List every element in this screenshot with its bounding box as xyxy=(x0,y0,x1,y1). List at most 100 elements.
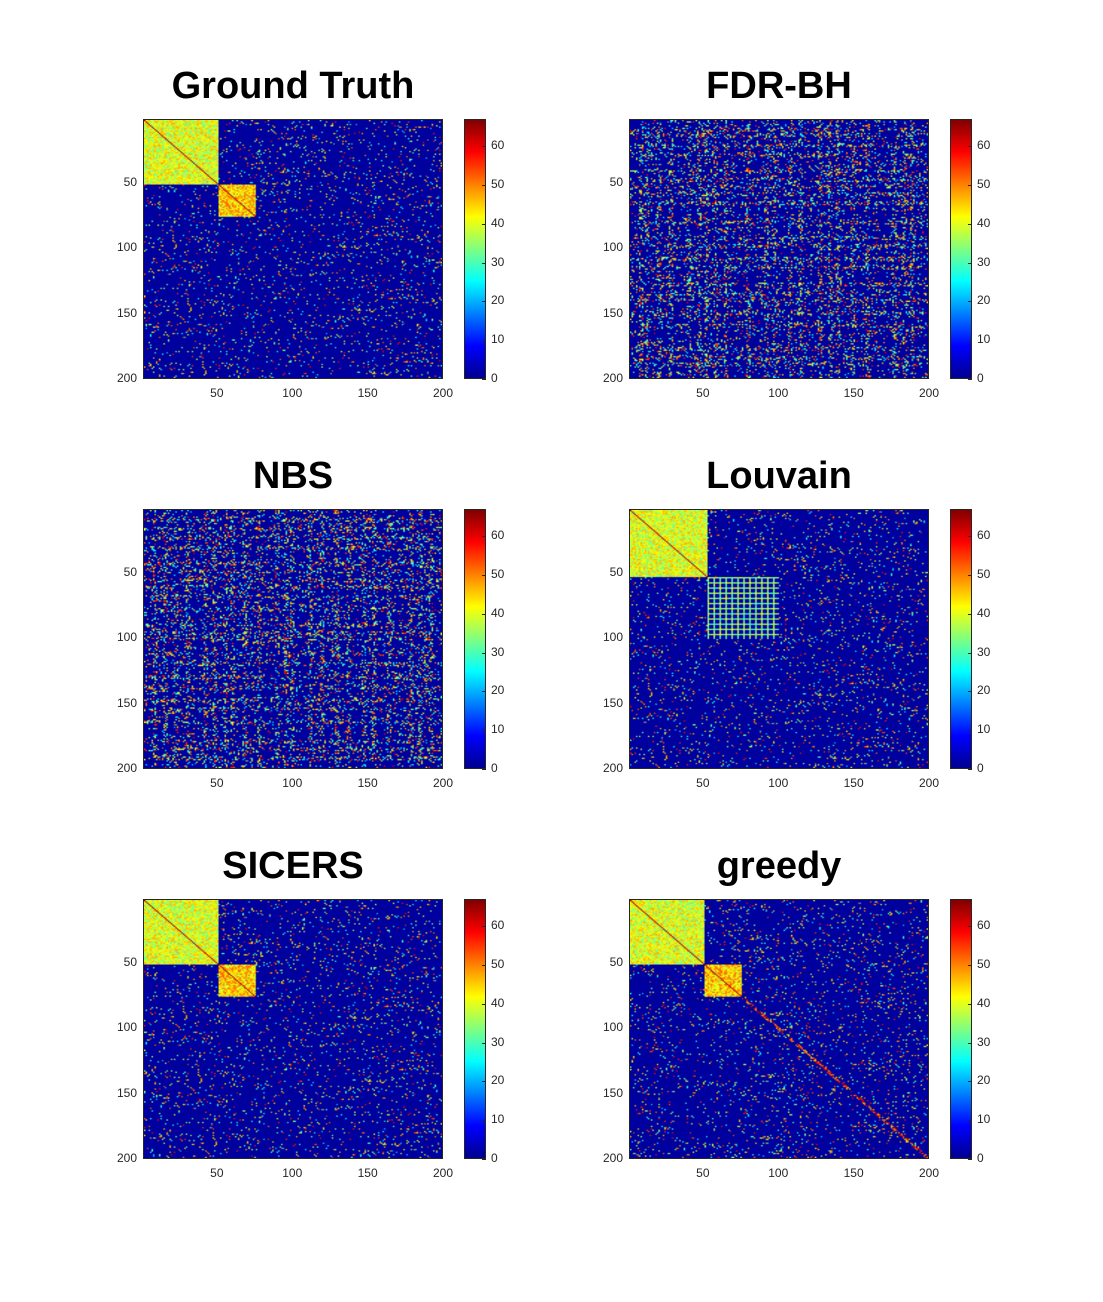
colorbar-tick xyxy=(482,223,486,225)
panel-title: FDR-BH xyxy=(706,65,852,107)
y-tick-label: 150 xyxy=(602,695,623,710)
x-tick-label: 200 xyxy=(432,386,454,400)
colorbar-tick xyxy=(968,1003,972,1005)
colorbar-tick-label: 20 xyxy=(491,1073,505,1088)
y-tick-label: 50 xyxy=(123,565,137,580)
colorbar-tick xyxy=(482,340,486,342)
x-tick-label: 50 xyxy=(210,776,224,790)
colorbar-tick xyxy=(968,340,972,342)
colorbar-tick xyxy=(968,301,972,303)
x-tick-label: 200 xyxy=(432,1166,454,1180)
x-tick-label: 100 xyxy=(282,386,303,400)
y-tick-label: 100 xyxy=(116,630,137,645)
colorbar-tick xyxy=(482,613,486,615)
heatmap-canvas xyxy=(144,510,442,768)
y-tick-label: 50 xyxy=(609,565,623,580)
heatmap-plot xyxy=(143,119,443,379)
colorbar-tick xyxy=(482,1159,486,1160)
colorbar-tick xyxy=(968,1120,972,1122)
colorbar-tick xyxy=(968,574,972,576)
x-tick-label: 200 xyxy=(918,1166,940,1180)
x-tick-label: 100 xyxy=(768,386,789,400)
colorbar-tick-label: 10 xyxy=(491,1112,505,1127)
colorbar-tick xyxy=(968,926,972,928)
y-tick-label: 50 xyxy=(123,175,137,190)
x-tick-label: 50 xyxy=(210,386,224,400)
colorbar-tick-label: 40 xyxy=(491,215,505,230)
x-tick-label: 50 xyxy=(696,776,710,790)
x-tick-label: 150 xyxy=(357,1166,378,1180)
colorbar-tick xyxy=(482,184,486,186)
x-tick-label: 50 xyxy=(696,1166,710,1180)
colorbar xyxy=(464,899,486,1159)
colorbar-tick xyxy=(482,1120,486,1122)
y-tick-label: 150 xyxy=(602,1085,623,1100)
y-tick-label: 100 xyxy=(602,630,623,645)
panel-title: SICERS xyxy=(222,845,364,887)
heatmap-canvas xyxy=(630,900,928,1158)
colorbar-tick xyxy=(482,574,486,576)
colorbar-tick xyxy=(968,652,972,654)
colorbar-tick-label: 0 xyxy=(977,761,984,775)
y-tick-label: 150 xyxy=(602,305,623,320)
x-tick-label: 150 xyxy=(357,776,378,790)
colorbar-tick xyxy=(482,262,486,264)
colorbar-tick-label: 20 xyxy=(977,1073,991,1088)
colorbar-tick-label: 50 xyxy=(491,566,505,581)
colorbar-tick xyxy=(968,184,972,186)
colorbar-tick xyxy=(482,1003,486,1005)
colorbar-tick-label: 50 xyxy=(977,176,991,191)
colorbar-tick-label: 30 xyxy=(977,254,991,269)
heatmap-plot xyxy=(629,899,929,1159)
y-tick-label: 200 xyxy=(116,371,137,385)
colorbar xyxy=(464,509,486,769)
colorbar-tick xyxy=(482,1042,486,1044)
y-tick-label: 200 xyxy=(602,761,623,775)
x-tick-label: 100 xyxy=(282,776,303,790)
colorbar-tick-label: 0 xyxy=(977,371,984,385)
x-tick-label: 200 xyxy=(918,386,940,400)
colorbar-tick-label: 50 xyxy=(491,176,505,191)
colorbar-tick-label: 10 xyxy=(977,1112,991,1127)
colorbar-tick-label: 30 xyxy=(977,644,991,659)
colorbar xyxy=(950,899,972,1159)
colorbar-tick-label: 0 xyxy=(491,761,498,775)
colorbar-tick-label: 60 xyxy=(491,138,505,153)
colorbar-tick-label: 60 xyxy=(977,528,991,543)
y-tick-label: 200 xyxy=(602,1151,623,1165)
colorbar-tick xyxy=(968,1159,972,1160)
colorbar xyxy=(950,509,972,769)
colorbar-tick xyxy=(482,652,486,654)
colorbar-tick-label: 40 xyxy=(491,605,505,620)
colorbar-tick xyxy=(968,769,972,770)
heatmap-plot xyxy=(629,509,929,769)
colorbar-tick-label: 40 xyxy=(977,215,991,230)
colorbar-tick xyxy=(482,926,486,928)
colorbar-tick-label: 0 xyxy=(491,371,498,385)
x-tick-label: 150 xyxy=(843,776,864,790)
colorbar-tick-label: 40 xyxy=(491,995,505,1010)
colorbar-tick xyxy=(482,1081,486,1083)
y-tick-label: 100 xyxy=(116,1020,137,1035)
colorbar-tick-label: 20 xyxy=(977,683,991,698)
colorbar-tick-label: 60 xyxy=(977,918,991,933)
colorbar-tick-label: 40 xyxy=(977,605,991,620)
colorbar-tick xyxy=(482,301,486,303)
colorbar-tick xyxy=(968,1042,972,1044)
x-tick-label: 50 xyxy=(210,1166,224,1180)
panel-title: Ground Truth xyxy=(171,65,415,107)
colorbar-tick-label: 50 xyxy=(491,956,505,971)
colorbar-tick-label: 0 xyxy=(977,1151,984,1165)
heatmap-canvas xyxy=(630,120,928,378)
colorbar-tick xyxy=(968,262,972,264)
colorbar-tick xyxy=(968,613,972,615)
colorbar-tick-label: 50 xyxy=(977,956,991,971)
colorbar-tick-label: 60 xyxy=(491,528,505,543)
colorbar-tick-label: 60 xyxy=(491,918,505,933)
colorbar-tick-label: 60 xyxy=(977,138,991,153)
colorbar-tick-label: 50 xyxy=(977,566,991,581)
colorbar-tick-label: 10 xyxy=(491,722,505,737)
y-tick-label: 150 xyxy=(116,1085,137,1100)
y-tick-label: 50 xyxy=(609,955,623,970)
colorbar-tick xyxy=(968,730,972,732)
